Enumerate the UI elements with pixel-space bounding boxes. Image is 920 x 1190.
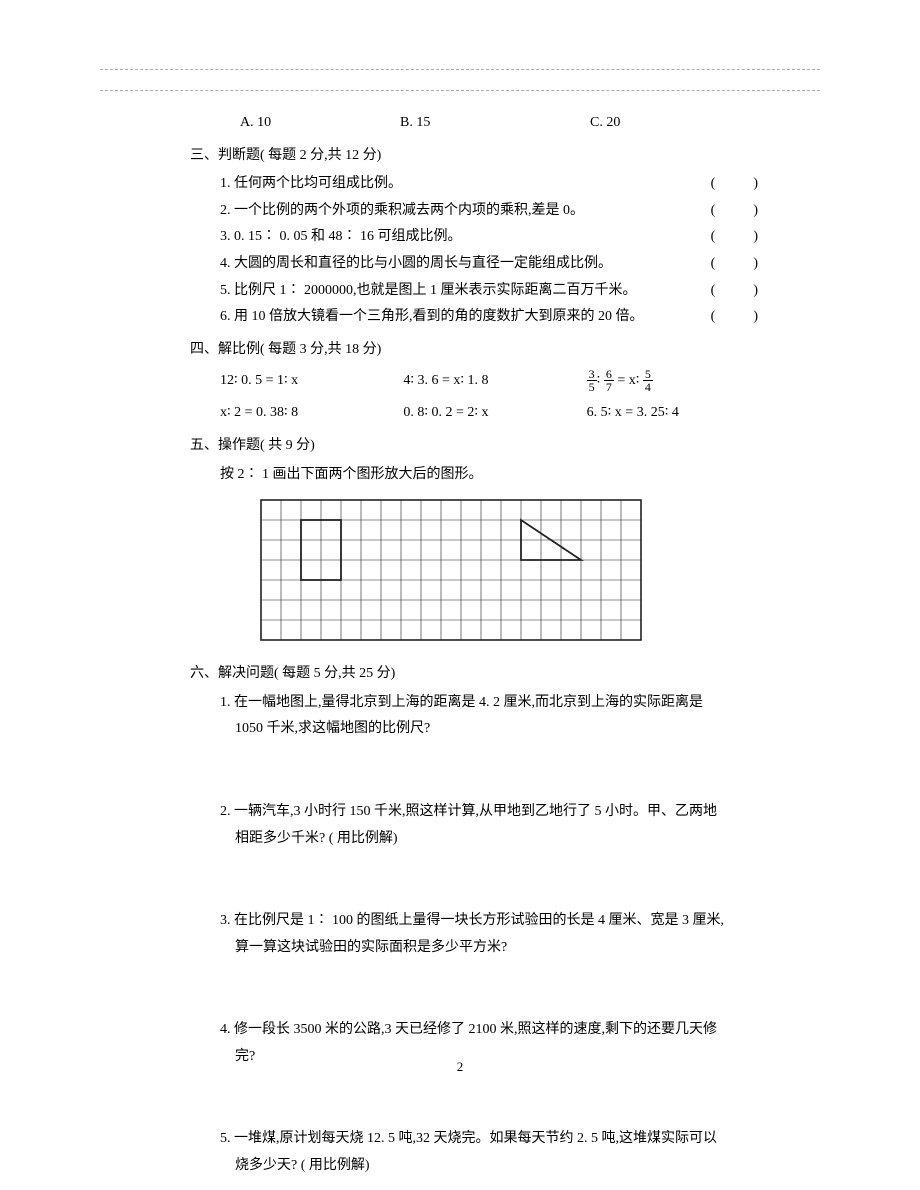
page-content: A. 10 B. 15 C. 20 三、判断题( 每题 2 分,共 12 分) … — [190, 110, 770, 1190]
judge-text: 2. 一个比例的两个外项的乘积减去两个内项的乘积,差是 0。 — [220, 198, 711, 225]
ratio-eq-frac: 35∶ 67 = x∶ 54 — [587, 368, 770, 395]
solve-item: 3. 在比例尺是 1∶ 100 的图纸上量得一块长方形试验田的长是 4 厘米、宽… — [190, 908, 770, 961]
solve-line1: 1. 在一幅地图上,量得北京到上海的距离是 4. 2 厘米,而北京到上海的实际距… — [220, 690, 770, 717]
section4-heading: 四、解比例( 每题 3 分,共 18 分) — [190, 337, 770, 364]
solve-line2: 算一算这块试验田的实际面积是多少平方米? — [220, 935, 770, 962]
ratio-row: x∶ 2 = 0. 38∶ 8 0. 8∶ 0. 2 = 2∶ x 6. 5∶ … — [190, 399, 770, 427]
paren: ( ) — [711, 171, 770, 198]
paren: ( ) — [711, 251, 770, 278]
ratio-eq: 4∶ 3. 6 = x∶ 1. 8 — [403, 368, 586, 395]
option-b: B. 15 — [400, 110, 590, 137]
judge-item: 4. 大圆的周长和直径的比与小圆的周长与直径一定能组成比例。( ) — [190, 251, 770, 278]
solve-line2: 1050 千米,求这幅地图的比例尺? — [220, 716, 770, 743]
solve-line1: 5. 一堆煤,原计划每天烧 12. 5 吨,32 天烧完。如果每天节约 2. 5… — [220, 1126, 770, 1153]
section3-heading: 三、判断题( 每题 2 分,共 12 分) — [190, 143, 770, 170]
option-c: C. 20 — [590, 110, 770, 137]
section6-heading: 六、解决问题( 每题 5 分,共 25 分) — [190, 661, 770, 688]
page-number: 2 — [0, 1055, 920, 1080]
mc-options: A. 10 B. 15 C. 20 — [190, 110, 770, 137]
ratio-eq: 0. 8∶ 0. 2 = 2∶ x — [403, 400, 586, 427]
judge-text: 3. 0. 15∶ 0. 05 和 48∶ 16 可组成比例。 — [220, 224, 711, 251]
paren: ( ) — [711, 224, 770, 251]
solve-item: 1. 在一幅地图上,量得北京到上海的距离是 4. 2 厘米,而北京到上海的实际距… — [190, 690, 770, 743]
judge-item: 5. 比例尺 1∶ 2000000,也就是图上 1 厘米表示实际距离二百万千米。… — [190, 278, 770, 305]
ratio-eq: 12∶ 0. 5 = 1∶ x — [220, 368, 403, 395]
judge-text: 4. 大圆的周长和直径的比与小圆的周长与直径一定能组成比例。 — [220, 251, 711, 278]
fraction: 35 — [587, 368, 597, 393]
judge-item: 2. 一个比例的两个外项的乘积减去两个内项的乘积,差是 0。( ) — [190, 198, 770, 225]
ratio-eq: x∶ 2 = 0. 38∶ 8 — [220, 400, 403, 427]
section5-text: 按 2∶ 1 画出下面两个图形放大后的图形。 — [190, 462, 770, 489]
judge-item: 1. 任何两个比均可组成比例。( ) — [190, 171, 770, 198]
solve-line1: 3. 在比例尺是 1∶ 100 的图纸上量得一块长方形试验田的长是 4 厘米、宽… — [220, 908, 770, 935]
grid-svg — [260, 499, 642, 641]
judge-text: 1. 任何两个比均可组成比例。 — [220, 171, 711, 198]
solve-line2: 烧多少天? ( 用比例解) — [220, 1153, 770, 1180]
judge-text: 5. 比例尺 1∶ 2000000,也就是图上 1 厘米表示实际距离二百万千米。 — [220, 278, 711, 305]
paren: ( ) — [711, 304, 770, 331]
judge-text: 6. 用 10 倍放大镜看一个三角形,看到的角的度数扩大到原来的 20 倍。 — [220, 304, 711, 331]
option-a: A. 10 — [240, 110, 400, 137]
solve-line2: 相距多少千米? ( 用比例解) — [220, 826, 770, 853]
grid-figure — [190, 499, 770, 652]
paren: ( ) — [711, 198, 770, 225]
solve-line1: 4. 修一段长 3500 米的公路,3 天已经修了 2100 米,照这样的速度,… — [220, 1017, 770, 1044]
solve-item: 5. 一堆煤,原计划每天烧 12. 5 吨,32 天烧完。如果每天节约 2. 5… — [190, 1126, 770, 1179]
solve-line1: 2. 一辆汽车,3 小时行 150 千米,照这样计算,从甲地到乙地行了 5 小时… — [220, 799, 770, 826]
fraction: 67 — [604, 368, 614, 393]
judge-item: 6. 用 10 倍放大镜看一个三角形,看到的角的度数扩大到原来的 20 倍。( … — [190, 304, 770, 331]
section5-heading: 五、操作题( 共 9 分) — [190, 433, 770, 460]
fraction: 54 — [643, 368, 653, 393]
ratio-eq: 6. 5∶ x = 3. 25∶ 4 — [587, 400, 770, 427]
ratio-row: 12∶ 0. 5 = 1∶ x 4∶ 3. 6 = x∶ 1. 8 35∶ 67… — [190, 367, 770, 395]
solve-item: 2. 一辆汽车,3 小时行 150 千米,照这样计算,从甲地到乙地行了 5 小时… — [190, 799, 770, 852]
paren: ( ) — [711, 278, 770, 305]
judge-item: 3. 0. 15∶ 0. 05 和 48∶ 16 可组成比例。( ) — [190, 224, 770, 251]
